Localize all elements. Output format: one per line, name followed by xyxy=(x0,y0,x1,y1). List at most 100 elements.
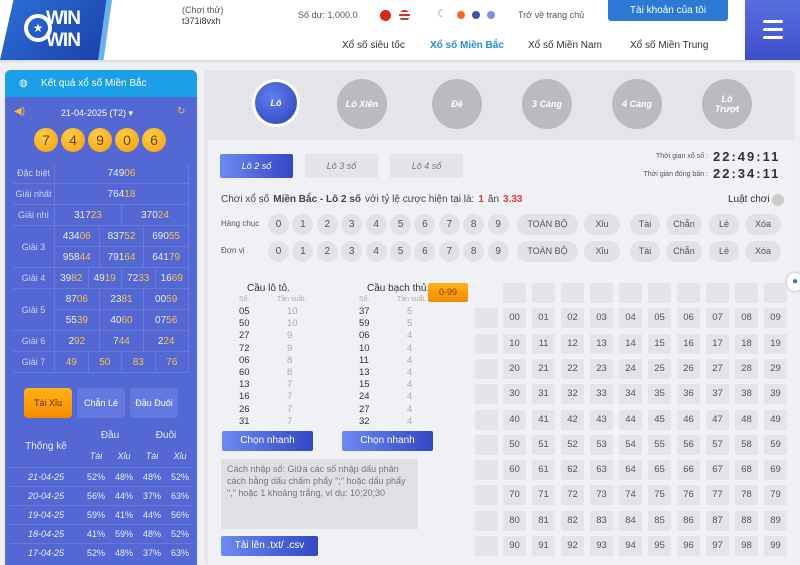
digit-button[interactable]: 4 xyxy=(365,241,387,262)
digit-button[interactable]: 1 xyxy=(292,214,314,235)
digit-button[interactable]: 8 xyxy=(463,214,485,235)
number-cell[interactable]: 36 xyxy=(677,384,700,405)
number-cell[interactable]: 04 xyxy=(619,308,642,329)
digit-button[interactable]: 2 xyxy=(316,214,338,235)
number-cell[interactable]: 35 xyxy=(648,384,671,405)
number-cell[interactable]: 46 xyxy=(677,409,700,430)
home-link[interactable]: Trở về trang chủ xyxy=(518,10,585,20)
number-cell[interactable]: 56 xyxy=(677,434,700,455)
number-cell[interactable]: 29 xyxy=(764,358,787,379)
number-cell[interactable]: 40 xyxy=(503,409,526,430)
number-cell[interactable]: 50 xyxy=(503,434,526,455)
number-cell[interactable]: 70 xyxy=(503,485,526,506)
drop-icon[interactable]: ● xyxy=(787,273,800,291)
digit-button[interactable]: 3 xyxy=(341,214,363,235)
range-button[interactable]: 0-99 xyxy=(428,283,468,302)
my-account-button[interactable]: Tài khoản của tôi xyxy=(608,0,728,21)
quick-pick-button[interactable]: Chọn nhanh xyxy=(222,431,313,451)
number-cell[interactable]: 33 xyxy=(590,384,613,405)
rules-link[interactable]: Luật chơi xyxy=(728,194,770,205)
quick-pick-button[interactable]: Chọn nhanh xyxy=(342,431,433,451)
number-cell[interactable]: 90 xyxy=(503,536,526,556)
number-cell[interactable]: 99 xyxy=(764,536,787,556)
number-cell[interactable]: 86 xyxy=(677,510,700,531)
quick-select-button[interactable]: TOÀN BỘ xyxy=(517,241,578,262)
number-cell[interactable]: 73 xyxy=(590,485,613,506)
digit-button[interactable]: 8 xyxy=(463,241,485,262)
number-cell[interactable]: 67 xyxy=(706,460,729,481)
quick-select-button[interactable]: Tài xyxy=(630,241,660,262)
number-cell[interactable]: 88 xyxy=(735,510,758,531)
subtype-tab[interactable]: Lô 3 số xyxy=(305,154,378,178)
hamburger-menu-button[interactable] xyxy=(745,0,800,60)
number-cell[interactable]: 06 xyxy=(677,308,700,329)
number-cell[interactable]: 20 xyxy=(503,358,526,379)
number-cell[interactable]: 18 xyxy=(735,333,758,354)
number-cell[interactable]: 87 xyxy=(706,510,729,531)
digit-button[interactable]: 5 xyxy=(390,214,411,235)
number-cell[interactable]: 01 xyxy=(532,308,555,329)
number-cell[interactable]: 94 xyxy=(619,536,642,556)
quick-select-button[interactable]: Lẻ xyxy=(709,241,739,262)
digit-button[interactable]: 4 xyxy=(365,214,387,235)
number-cell[interactable]: 24 xyxy=(619,358,642,379)
number-cell[interactable]: 30 xyxy=(503,384,526,405)
number-cell[interactable]: 15 xyxy=(648,333,671,354)
number-cell[interactable]: 43 xyxy=(590,409,613,430)
digit-button[interactable]: 6 xyxy=(414,214,436,235)
number-cell[interactable]: 44 xyxy=(619,409,642,430)
number-cell[interactable]: 74 xyxy=(619,485,642,506)
number-cell[interactable]: 60 xyxy=(503,460,526,481)
nav-item[interactable]: Xổ số siêu tốc xyxy=(342,40,405,51)
us-flag-icon[interactable] xyxy=(399,10,410,21)
number-cell[interactable]: 19 xyxy=(764,333,787,354)
date-select[interactable]: 21-04-2025 (T2) ▾ xyxy=(61,108,134,118)
theme-color-dot[interactable] xyxy=(487,11,495,19)
digit-button[interactable]: 3 xyxy=(341,241,363,262)
upload-button[interactable]: Tải lên .txt/ .csv xyxy=(221,536,318,556)
game-type-button[interactable]: Lô Trượt xyxy=(702,79,752,129)
number-cell[interactable]: 10 xyxy=(503,333,526,354)
number-cell[interactable]: 97 xyxy=(706,536,729,556)
quick-select-button[interactable]: Chẵn xyxy=(666,214,702,235)
number-cell[interactable]: 55 xyxy=(648,434,671,455)
number-cell[interactable]: 07 xyxy=(706,308,729,329)
stats-tab[interactable]: Tài Xỉu xyxy=(24,388,72,418)
number-cell[interactable]: 25 xyxy=(648,358,671,379)
number-cell[interactable]: 23 xyxy=(590,358,613,379)
quick-select-button[interactable]: Xỉu xyxy=(584,241,620,262)
digit-button[interactable]: 9 xyxy=(487,214,509,235)
number-cell[interactable]: 42 xyxy=(561,409,584,430)
number-cell[interactable]: 68 xyxy=(735,460,758,481)
digit-button[interactable]: 7 xyxy=(438,214,460,235)
number-cell[interactable]: 38 xyxy=(735,384,758,405)
number-cell[interactable]: 89 xyxy=(764,510,787,531)
refresh-icon[interactable]: ↻ xyxy=(177,106,186,117)
number-cell[interactable]: 11 xyxy=(532,333,555,354)
number-cell[interactable]: 96 xyxy=(677,536,700,556)
theme-color-dot[interactable] xyxy=(472,11,480,19)
number-cell[interactable]: 85 xyxy=(648,510,671,531)
number-cell[interactable]: 37 xyxy=(706,384,729,405)
number-cell[interactable]: 92 xyxy=(561,536,584,556)
number-cell[interactable]: 61 xyxy=(532,460,555,481)
digit-button[interactable]: 2 xyxy=(316,241,338,262)
number-cell[interactable]: 57 xyxy=(706,434,729,455)
number-cell[interactable]: 98 xyxy=(735,536,758,556)
number-cell[interactable]: 64 xyxy=(619,460,642,481)
nav-item[interactable]: Xổ số Miền Trung xyxy=(630,40,709,51)
digit-button[interactable]: 7 xyxy=(438,241,460,262)
digit-button[interactable]: 0 xyxy=(268,241,289,262)
number-cell[interactable]: 83 xyxy=(590,510,613,531)
number-cell[interactable]: 09 xyxy=(764,308,787,329)
number-cell[interactable]: 17 xyxy=(706,333,729,354)
game-type-button[interactable]: Lô Xiên xyxy=(337,79,387,129)
number-cell[interactable]: 26 xyxy=(677,358,700,379)
quick-select-button[interactable]: TOÀN BỘ xyxy=(517,214,578,235)
number-cell[interactable]: 76 xyxy=(677,485,700,506)
number-cell[interactable]: 00 xyxy=(503,308,526,329)
number-cell[interactable]: 71 xyxy=(532,485,555,506)
number-cell[interactable]: 22 xyxy=(561,358,584,379)
game-type-button[interactable]: Đề xyxy=(432,79,482,129)
digit-button[interactable]: 6 xyxy=(414,241,436,262)
